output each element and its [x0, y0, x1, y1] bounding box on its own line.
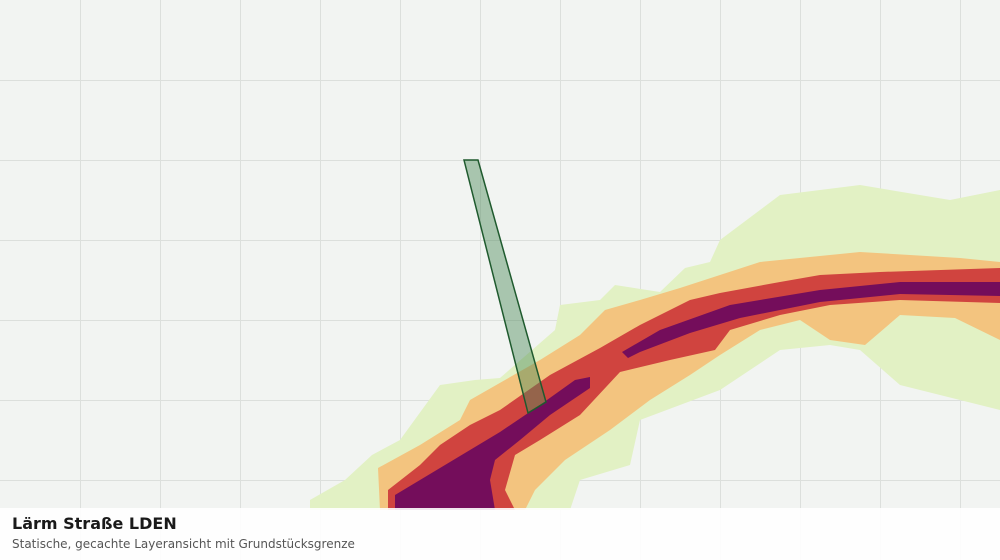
noise-zone-medium	[378, 252, 1000, 510]
parcel-boundary[interactable]	[463, 159, 547, 415]
layer-title: Lärm Straße LDEN	[12, 514, 177, 533]
layer-subtitle: Statische, gecachte Layeransicht mit Gru…	[12, 537, 355, 551]
noise-zone-very-high	[622, 282, 1000, 358]
layer-caption: Lärm Straße LDEN Statische, gecachte Lay…	[0, 508, 1000, 560]
noise-zone-very-high	[395, 377, 590, 510]
